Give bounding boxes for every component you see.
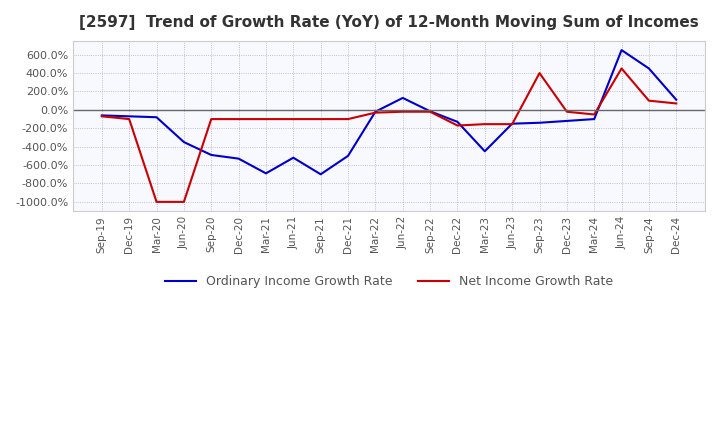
- Ordinary Income Growth Rate: [562, 118, 571, 124]
- Net Income Growth Rate: [125, 117, 133, 122]
- Ordinary Income Growth Rate: [371, 109, 379, 114]
- Ordinary Income Growth Rate: [426, 109, 434, 114]
- Net Income Growth Rate: [562, 109, 571, 114]
- Net Income Growth Rate: [179, 199, 188, 205]
- Net Income Growth Rate: [97, 114, 106, 119]
- Ordinary Income Growth Rate: [125, 114, 133, 119]
- Ordinary Income Growth Rate: [207, 152, 215, 158]
- Ordinary Income Growth Rate: [316, 172, 325, 177]
- Ordinary Income Growth Rate: [453, 119, 462, 125]
- Ordinary Income Growth Rate: [152, 114, 161, 120]
- Net Income Growth Rate: [617, 66, 626, 71]
- Net Income Growth Rate: [644, 98, 653, 103]
- Net Income Growth Rate: [590, 112, 598, 117]
- Net Income Growth Rate: [261, 117, 270, 122]
- Ordinary Income Growth Rate: [480, 149, 489, 154]
- Net Income Growth Rate: [535, 70, 544, 76]
- Ordinary Income Growth Rate: [398, 95, 407, 101]
- Net Income Growth Rate: [343, 117, 352, 122]
- Ordinary Income Growth Rate: [261, 171, 270, 176]
- Ordinary Income Growth Rate: [672, 97, 680, 103]
- Net Income Growth Rate: [453, 123, 462, 128]
- Line: Ordinary Income Growth Rate: Ordinary Income Growth Rate: [102, 50, 676, 174]
- Ordinary Income Growth Rate: [343, 153, 352, 158]
- Net Income Growth Rate: [207, 117, 215, 122]
- Net Income Growth Rate: [289, 117, 297, 122]
- Title: [2597]  Trend of Growth Rate (YoY) of 12-Month Moving Sum of Incomes: [2597] Trend of Growth Rate (YoY) of 12-…: [79, 15, 699, 30]
- Net Income Growth Rate: [371, 110, 379, 115]
- Legend: Ordinary Income Growth Rate, Net Income Growth Rate: Ordinary Income Growth Rate, Net Income …: [160, 270, 618, 293]
- Net Income Growth Rate: [508, 121, 516, 127]
- Ordinary Income Growth Rate: [97, 113, 106, 118]
- Ordinary Income Growth Rate: [644, 66, 653, 71]
- Net Income Growth Rate: [234, 117, 243, 122]
- Ordinary Income Growth Rate: [289, 155, 297, 160]
- Ordinary Income Growth Rate: [179, 139, 188, 145]
- Net Income Growth Rate: [316, 117, 325, 122]
- Line: Net Income Growth Rate: Net Income Growth Rate: [102, 69, 676, 202]
- Ordinary Income Growth Rate: [590, 117, 598, 122]
- Net Income Growth Rate: [398, 109, 407, 114]
- Ordinary Income Growth Rate: [508, 121, 516, 126]
- Net Income Growth Rate: [152, 199, 161, 205]
- Ordinary Income Growth Rate: [234, 156, 243, 161]
- Net Income Growth Rate: [672, 101, 680, 106]
- Ordinary Income Growth Rate: [617, 48, 626, 53]
- Net Income Growth Rate: [480, 121, 489, 127]
- Net Income Growth Rate: [426, 109, 434, 114]
- Ordinary Income Growth Rate: [535, 120, 544, 125]
